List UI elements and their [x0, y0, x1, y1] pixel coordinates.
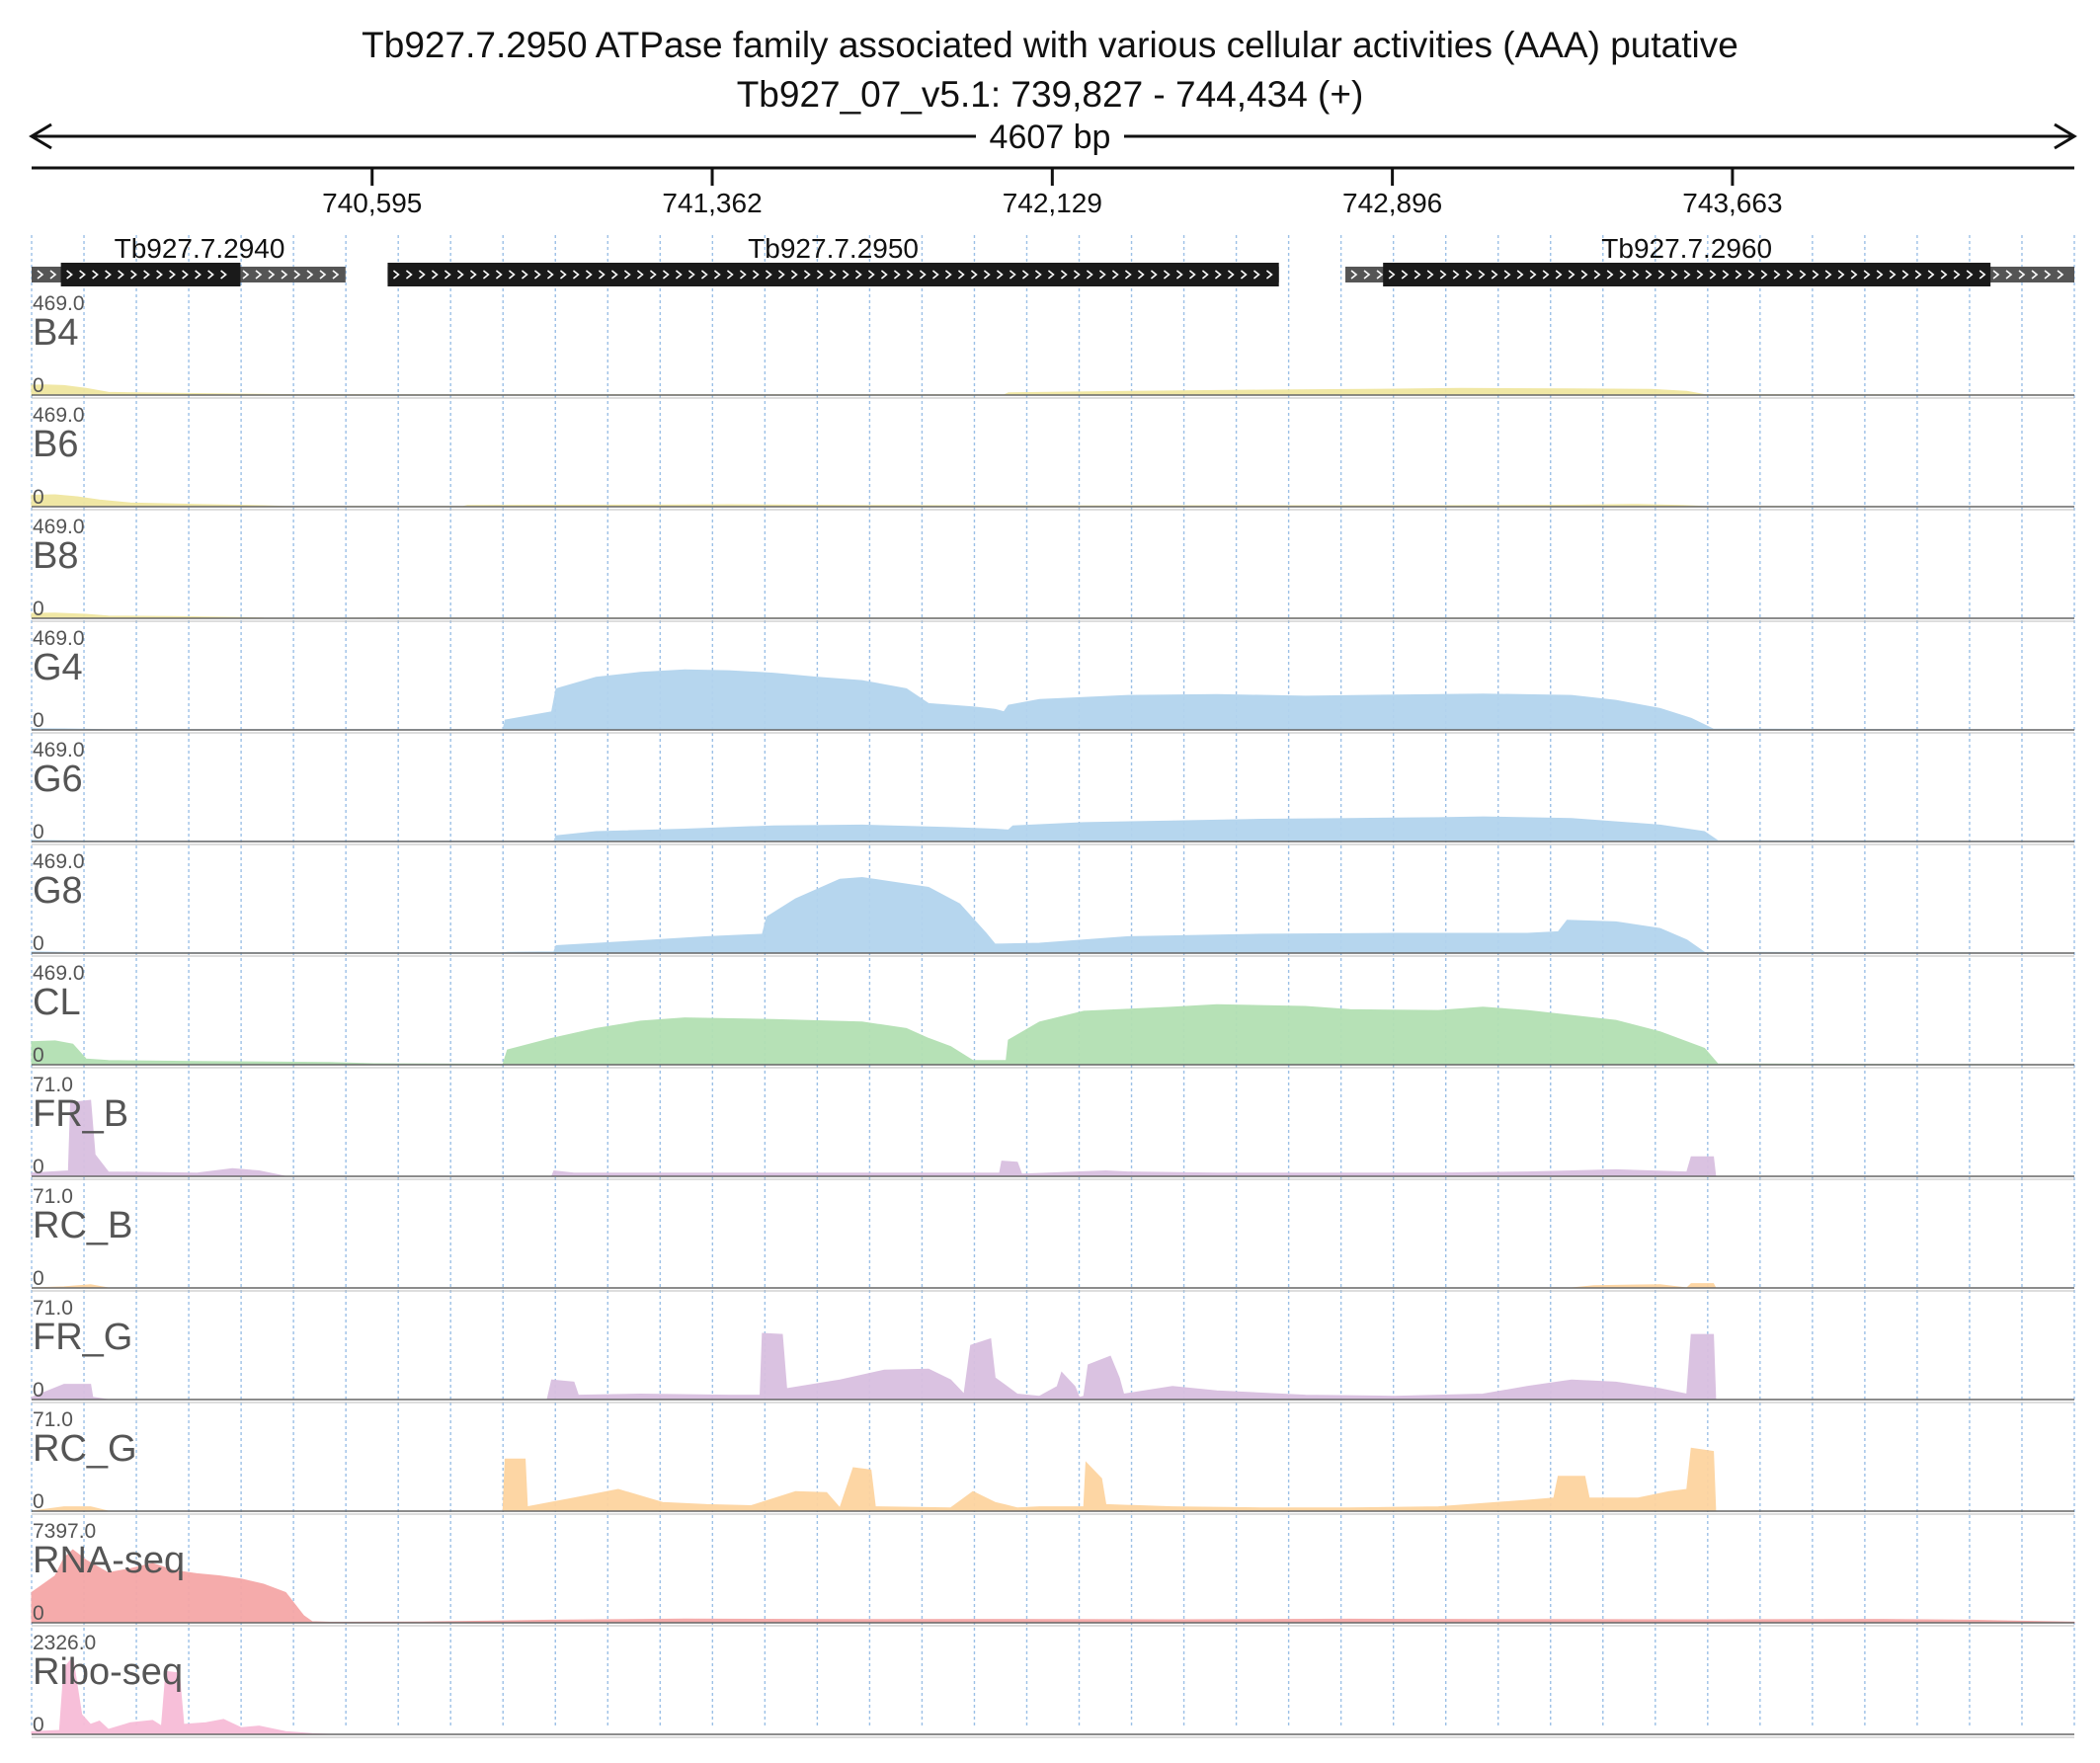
gene-tb927-7-2940: Tb927.7.2940: [32, 233, 346, 286]
track-g6: 469.0G6 0: [31, 739, 2075, 845]
coverage-tracks: 469.0B40469.0B60469.0B80469.0G40469.0G60…: [31, 292, 2075, 1738]
tick-label: 741,362: [662, 188, 762, 218]
span-length-label: 4607 bp: [990, 119, 1111, 156]
coverage-area: [31, 876, 2075, 954]
track-rc-b: 71.0RC_B 0: [31, 1185, 2074, 1292]
track-min-label: 0: [33, 374, 44, 397]
track-max-label: 469.0: [33, 739, 85, 761]
track-rc-g: 71.0RC_G 0: [31, 1408, 2074, 1515]
track-name: Ribo-seq: [33, 1651, 183, 1693]
coverage-area: [31, 669, 2075, 731]
track-fr-g: 71.0FR_G 0: [31, 1297, 2074, 1403]
figure-title: Tb927.7.2950 ATPase family associated wi…: [362, 25, 1738, 65]
track-g8: 469.0G8 0: [31, 850, 2075, 957]
gene-cds: [1383, 263, 1991, 286]
track-b6: 469.0B6 0: [31, 404, 2075, 511]
region-coordinates: Tb927_07_v5.1: 739,827 - 744,434 (+): [737, 74, 1364, 115]
track-b8: 469.0B8 0: [31, 516, 2075, 622]
track-cl: 469.0CL 0: [31, 962, 2075, 1069]
track-name: G8: [33, 870, 83, 912]
track-max-label: 2326.0: [33, 1632, 96, 1654]
track-max-label: 469.0: [33, 516, 85, 538]
track-min-label: 0: [33, 1490, 44, 1513]
track-name: FR_B: [33, 1093, 128, 1135]
gene-cds: [387, 263, 1279, 286]
gene-label: Tb927.7.2960: [1601, 233, 1772, 264]
track-max-label: 469.0: [33, 404, 85, 427]
track-min-label: 0: [33, 1379, 44, 1402]
coverage-area: [31, 494, 2075, 508]
track-min-label: 0: [33, 709, 44, 732]
track-min-label: 0: [33, 1267, 44, 1290]
tick-label: 740,595: [322, 188, 422, 218]
coverage-area: [31, 1655, 2074, 1735]
track-name: RC_B: [33, 1205, 132, 1246]
gene-label: Tb927.7.2950: [748, 233, 919, 264]
coverage-area: [31, 1003, 2075, 1066]
gene-tb927-7-2960: Tb927.7.2960: [1345, 233, 2074, 286]
coverage-area: [31, 612, 2075, 619]
track-name: FR_G: [33, 1317, 132, 1358]
gridlines: [31, 235, 2075, 1728]
track-max-label: 469.0: [33, 962, 85, 985]
track-min-label: 0: [33, 598, 44, 620]
track-max-label: 469.0: [33, 627, 85, 650]
coverage-area: [31, 384, 2075, 396]
track-min-label: 0: [33, 486, 44, 509]
track-min-label: 0: [33, 1602, 44, 1625]
track-name: B6: [33, 424, 78, 465]
track-fr-b: 71.0FR_B 0: [31, 1074, 2074, 1180]
track-min-label: 0: [33, 932, 44, 955]
tick-label: 743,663: [1682, 188, 1782, 218]
span-ruler: 4607 bp: [29, 119, 2077, 156]
track-name: RC_G: [33, 1428, 137, 1470]
span-label-bg: [976, 119, 1124, 154]
track-name: B8: [33, 535, 78, 577]
strand-arrow-icon: [66, 270, 227, 280]
coverage-area: [31, 816, 2075, 842]
gene-models: Tb927.7.2940 Tb927.7.2950 Tb927.7.2960: [32, 233, 2074, 286]
strand-arrow-icon: [392, 270, 1273, 280]
span-arrow-left-icon: [29, 122, 52, 150]
tick-label: 742,129: [1003, 188, 1102, 218]
track-max-label: 71.0: [33, 1408, 73, 1431]
track-max-label: 71.0: [33, 1074, 73, 1096]
track-max-label: 469.0: [33, 292, 85, 315]
coverage-area: [31, 1099, 2074, 1177]
track-max-label: 71.0: [33, 1297, 73, 1320]
track-name: RNA-seq: [33, 1540, 185, 1581]
track-min-label: 0: [33, 1156, 44, 1178]
coverage-area: [31, 1332, 2074, 1401]
track-max-label: 71.0: [33, 1185, 73, 1208]
track-max-label: 469.0: [33, 850, 85, 873]
track-min-label: 0: [33, 821, 44, 843]
track-g4: 469.0G4 0: [31, 627, 2075, 734]
track-name: G4: [33, 647, 83, 688]
coverage-area: [31, 1549, 2075, 1624]
track-max-label: 7397.0: [33, 1520, 96, 1543]
tick-label: 742,896: [1342, 188, 1442, 218]
gene-cds: [60, 263, 241, 286]
track-name: CL: [33, 982, 81, 1023]
track-name: B4: [33, 312, 78, 354]
coverage-area: [31, 1447, 2074, 1512]
gene-label: Tb927.7.2940: [115, 233, 285, 264]
track-name: G6: [33, 759, 83, 800]
gene-tb927-7-2950: Tb927.7.2950: [387, 233, 1279, 286]
coordinate-axis: 740,595 741,362 742,129 742,896 743,663: [32, 166, 2074, 218]
track-min-label: 0: [33, 1714, 44, 1736]
track-b4: 469.0B4 0: [31, 292, 2075, 399]
track-min-label: 0: [33, 1044, 44, 1067]
strand-arrow-icon: [1388, 270, 1986, 280]
span-arrow-right-icon: [2054, 122, 2077, 150]
